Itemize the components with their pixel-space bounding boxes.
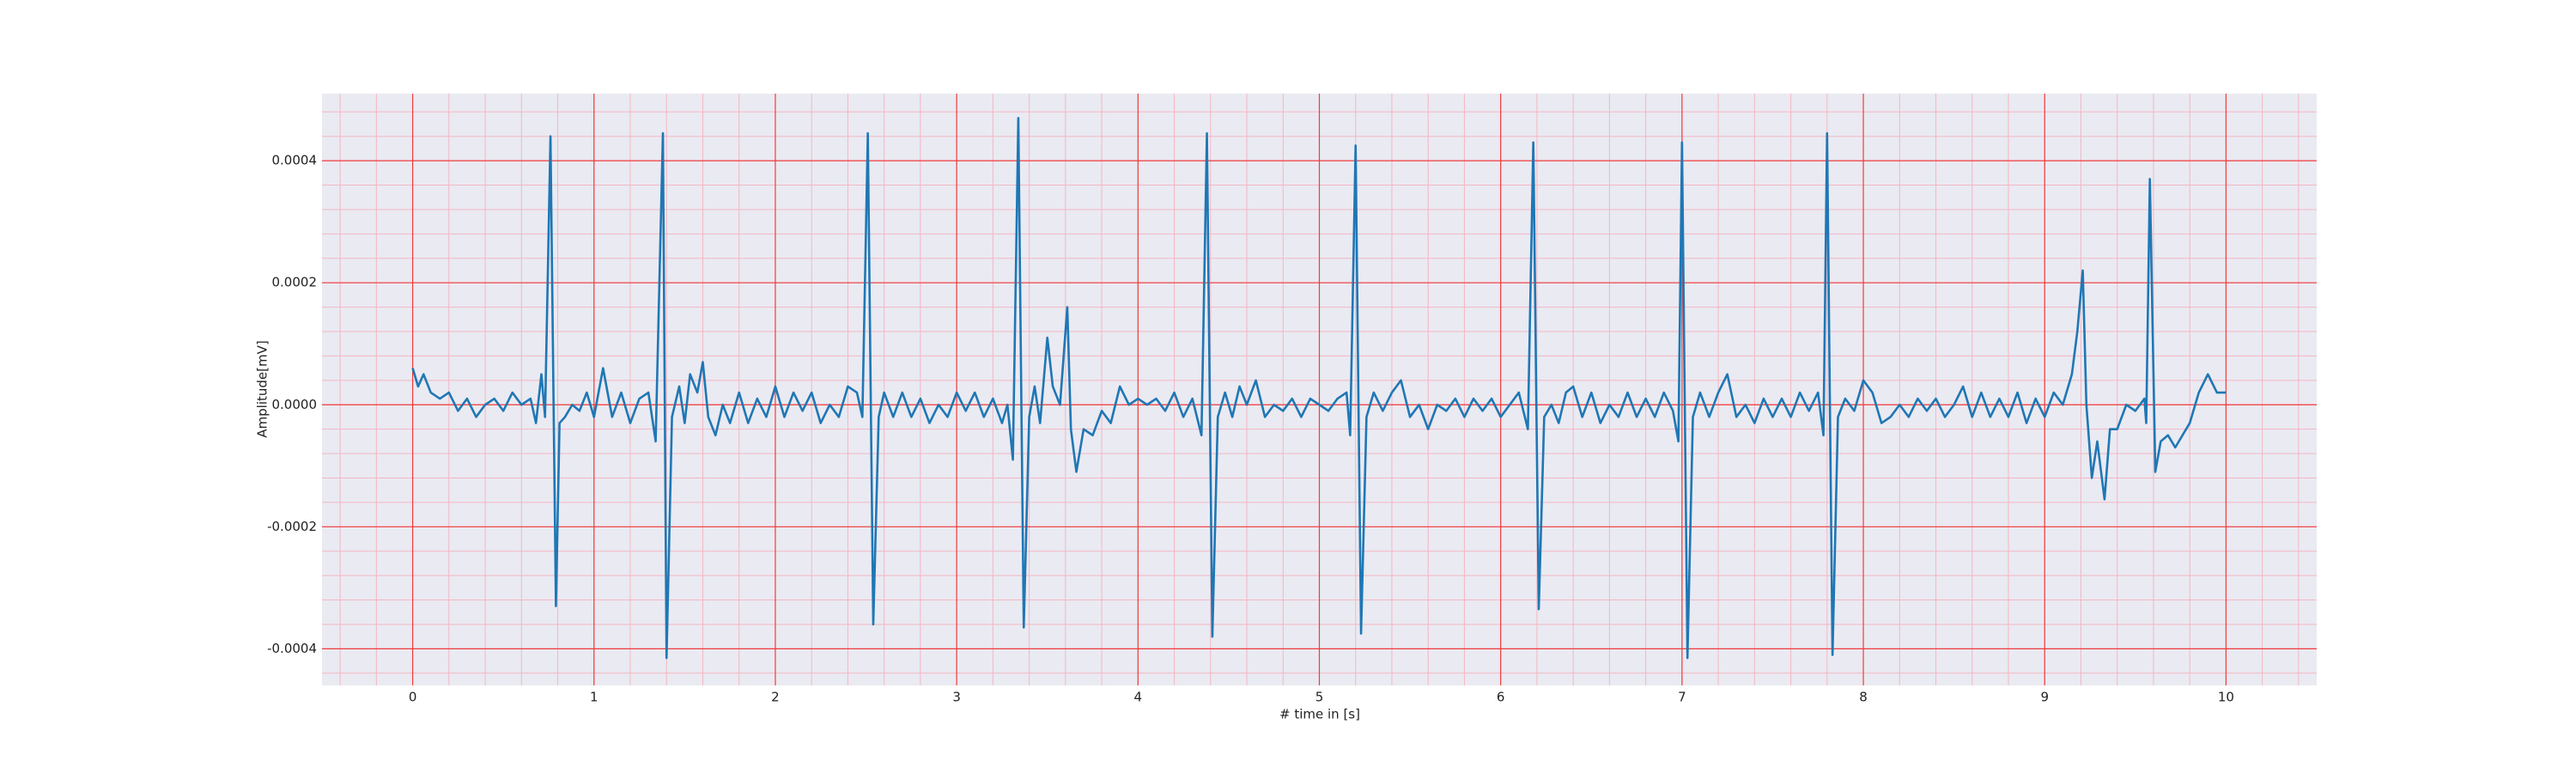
x-axis-label: # time in [s] xyxy=(1279,707,1360,722)
signal-line xyxy=(411,117,2227,660)
x-tick-label: 2 xyxy=(771,690,780,705)
x-tick-label: 10 xyxy=(2218,690,2234,705)
y-axis-label: Amplitude[mV] xyxy=(255,340,270,437)
x-tick-label: 4 xyxy=(1134,690,1143,705)
x-tick-label: 0 xyxy=(409,690,417,705)
x-tick-label: 5 xyxy=(1315,690,1324,705)
grid xyxy=(322,94,2317,685)
x-tick-label: 1 xyxy=(590,690,598,705)
x-tick-label: 8 xyxy=(1859,690,1868,705)
x-tick-label: 6 xyxy=(1497,690,1505,705)
y-tick-label: 0.0002 xyxy=(272,275,318,290)
y-tick-label: 0.0000 xyxy=(272,397,318,412)
x-tick-label: 3 xyxy=(952,690,961,705)
y-tick-label: -0.0004 xyxy=(267,641,317,656)
y-tick-label: -0.0002 xyxy=(267,519,317,534)
y-tick-label: 0.0004 xyxy=(272,153,318,168)
x-tick-label: 7 xyxy=(1678,690,1686,705)
x-tick-label: 9 xyxy=(2040,690,2049,705)
